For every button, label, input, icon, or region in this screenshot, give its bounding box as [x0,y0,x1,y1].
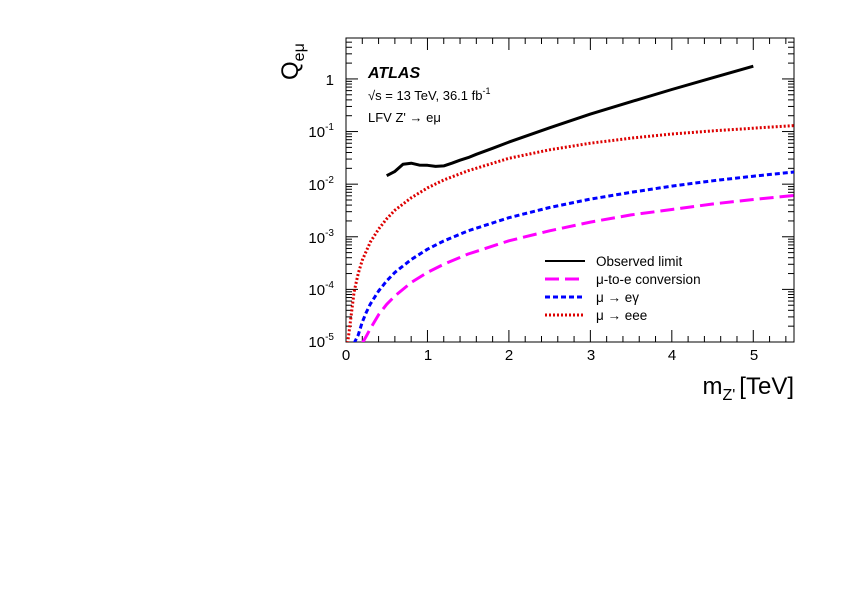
x-tick-label: 0 [342,347,350,364]
series-mu-egamma [353,170,794,342]
legend-entry-mu-egamma: μ → eγ [545,290,639,305]
x-tick-label: 1 [424,347,432,364]
x-tick-label: 5 [750,347,758,364]
legend-entry-mu-eee: μ → eee [545,308,647,323]
y-tick-labels: 10-5 10-4 10-3 10-2 10-1 1 [308,72,334,351]
legend-label: μ → eγ [596,290,639,305]
legend-label: μ-to-e conversion [596,272,701,287]
experiment-label: ATLAS [367,65,420,82]
y-tick-label: 10-4 [308,280,334,299]
x-tick-label: 4 [668,347,676,364]
x-tick-label: 2 [505,347,513,364]
x-tick-label: 3 [587,347,595,364]
legend: Observed limit μ-to-e conversion μ → eγ … [545,254,701,323]
process-label: LFV Z' → eμ [368,110,441,125]
series-group [346,64,794,342]
y-tick-label: 10-5 [308,332,334,351]
legend-entry-observed: Observed limit [545,254,683,269]
series-mu-eee [346,124,794,342]
energy-label: √s = 13 TeV, 36.1 fb-1 [368,86,491,103]
plot-frame [345,37,795,343]
y-tick-label: 10-2 [308,175,334,194]
y-tick-label: 1 [326,72,334,89]
series-mu-to-e-conversion [361,194,794,342]
x-axis-title: mZ' [TeV] [702,373,794,404]
series-observed-limit [386,64,754,178]
y-tick-label: 10-3 [308,228,334,247]
x-tick-labels: 0 1 2 3 4 5 [342,347,758,364]
axis-ticks [345,37,794,343]
legend-label: Observed limit [596,254,683,269]
y-axis-title: Qeμ [277,43,308,80]
legend-label: μ → eee [596,308,647,323]
y-tick-label: 10-1 [308,122,334,141]
legend-entry-mu-to-e: μ-to-e conversion [545,272,701,287]
